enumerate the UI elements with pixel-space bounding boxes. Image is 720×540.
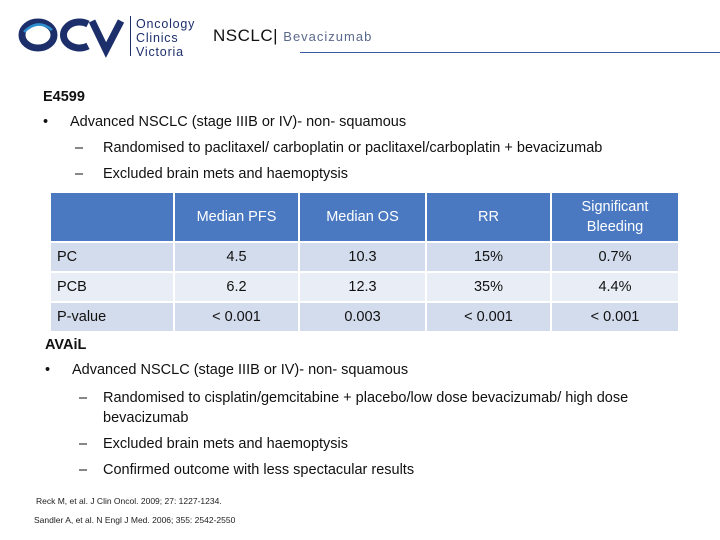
table-cell: 4.4% [550, 271, 678, 302]
table-row: P-value < 0.001 0.003 < 0.001 < 0.001 [51, 301, 678, 331]
table-cell: PCB [51, 271, 174, 302]
references: Reck M, et al. J Clin Oncol. 2009; 27: 1… [34, 492, 236, 530]
trial1-sub-item-text: Excluded brain mets and haemoptysis [103, 166, 349, 182]
trial2-sub-item-text: Excluded brain mets and haemoptysis [103, 436, 349, 452]
trial2-sub-item: – Randomised to cisplatin/gemcitabine + … [79, 388, 679, 428]
table-cell: 35% [425, 271, 551, 302]
trial2-sub-item-text: Randomised to cisplatin/gemcitabine + pl… [103, 390, 629, 426]
logo-line-victoria: Victoria [136, 45, 184, 59]
logo-line-clinics: Clinics [136, 31, 179, 45]
table-cell: < 0.001 [425, 301, 551, 331]
trial1-sub-item-text: Randomised to paclitaxel/ carboplatin or… [103, 140, 603, 156]
dash-marker: – [79, 462, 88, 478]
logo-wordmark: Oncology Clinics Victoria [136, 17, 195, 59]
table-header-cell [51, 193, 174, 242]
table-cell: < 0.001 [173, 301, 299, 331]
table-cell: 6.2 [173, 271, 299, 302]
reference-item: Sandler A, et al. N Engl J Med. 2006; 35… [34, 515, 236, 525]
slide-title: NSCLC| Bevacizumab [213, 26, 372, 46]
table-cell: 0.003 [298, 301, 426, 331]
trial1-heading: E4599 [43, 89, 85, 105]
table-cell: 12.3 [298, 271, 426, 302]
dash-marker: – [75, 140, 84, 156]
table-header-cell: Significant Bleeding [550, 193, 678, 242]
table-row: PC 4.5 10.3 15% 0.7% [51, 241, 678, 272]
trial2-heading: AVAiL [45, 337, 87, 353]
slide-title-sub: Bevacizumab [283, 29, 373, 44]
trial1-bullet-text: Advanced NSCLC (stage IIIB or IV)- non- … [70, 114, 407, 130]
dash-marker: – [75, 166, 84, 182]
logo-line-oncology: Oncology [136, 17, 196, 31]
table-cell: P-value [51, 301, 174, 331]
table-header-cell: Median PFS [173, 193, 299, 242]
table-cell: 10.3 [298, 241, 426, 272]
reference-item: Reck M, et al. J Clin Oncol. 2009; 27: 1… [36, 496, 222, 506]
table-header-row: Median PFS Median OS RR Significant Blee… [51, 193, 678, 242]
slide-title-main: NSCLC| [213, 26, 279, 45]
trial2-sub-item-text: Confirmed outcome with less spectacular … [103, 462, 415, 478]
trial2-bullet-text: Advanced NSCLC (stage IIIB or IV)- non- … [72, 362, 409, 378]
table-cell: 15% [425, 241, 551, 272]
dash-marker: – [79, 390, 88, 406]
header-rule [300, 52, 720, 53]
table-header-cell: Median OS [298, 193, 426, 242]
table-cell: 0.7% [550, 241, 678, 272]
bullet-dot: • [45, 362, 51, 378]
table-cell: PC [51, 241, 174, 272]
table-cell: 4.5 [173, 241, 299, 272]
bullet-dot: • [43, 114, 49, 130]
results-table: Median PFS Median OS RR Significant Blee… [51, 193, 678, 331]
dash-marker: – [79, 436, 88, 452]
table-cell: < 0.001 [550, 301, 678, 331]
logo-divider [130, 16, 131, 56]
table-row: PCB 6.2 12.3 35% 4.4% [51, 271, 678, 302]
oncology-clinics-victoria-logo: Oncology Clinics Victoria [18, 12, 194, 60]
ocv-logo-mark [18, 18, 125, 58]
table-header-cell: RR [425, 193, 551, 242]
